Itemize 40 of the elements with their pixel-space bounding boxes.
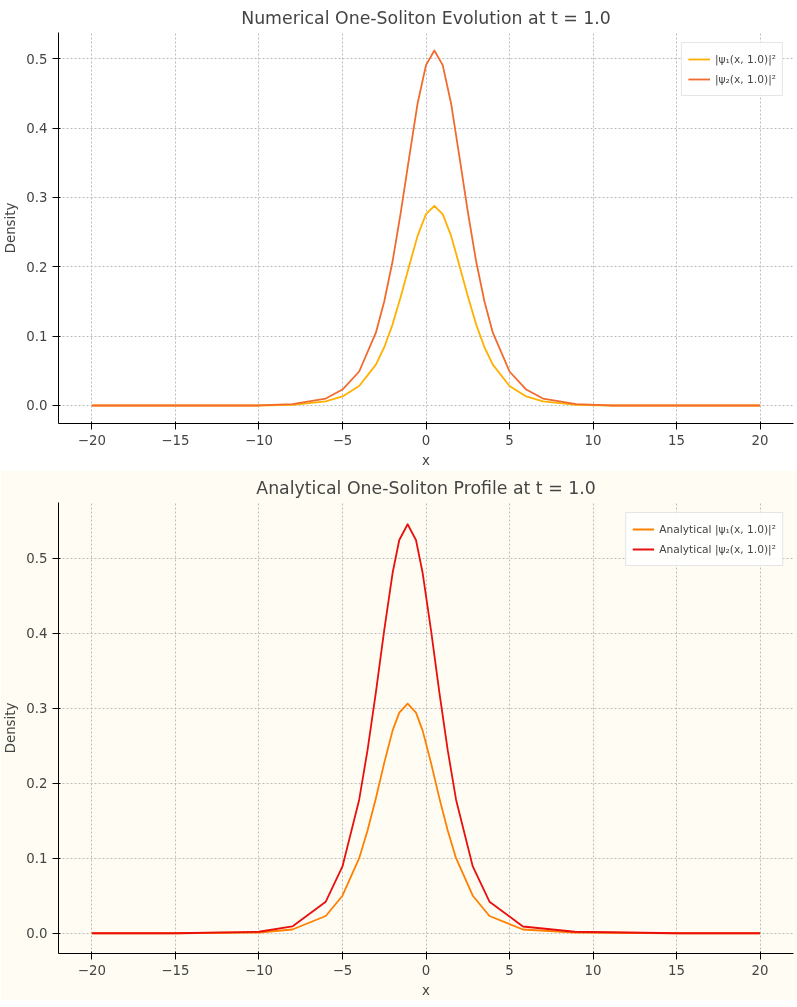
y-tick-label: 0.2	[26, 259, 48, 275]
x-tick-label: 20	[751, 962, 769, 978]
x-tick-label: −5	[332, 962, 353, 978]
x-tick-label: −15	[161, 962, 190, 978]
x-axis-title: x	[422, 452, 431, 468]
y-tick-label: 0.4	[26, 121, 48, 137]
legend-label: |ψ₁(x, 1.0)|²	[714, 52, 776, 66]
y-axis-title: Density	[3, 202, 19, 254]
legend-label: |ψ₂(x, 1.0)|²	[714, 72, 776, 86]
x-tick-label: 5	[505, 962, 514, 978]
y-tick-label: 0.1	[26, 851, 48, 867]
x-tick-label: −20	[77, 962, 106, 978]
x-tick-label: −10	[244, 962, 274, 978]
x-tick-label: −10	[244, 432, 274, 448]
y-tick-label: 0.1	[26, 329, 48, 345]
x-tick-label: 15	[668, 962, 686, 978]
y-tick-label: 0.0	[26, 926, 48, 942]
x-tick-label: 0	[421, 432, 431, 448]
x-tick-label: −15	[161, 432, 190, 448]
y-axis-title: Density	[3, 702, 19, 754]
y-tick-label: 0.5	[26, 551, 48, 567]
chart-title: Numerical One-Soliton Evolution at t = 1.0	[241, 7, 611, 28]
y-tick-label: 0.2	[26, 776, 48, 792]
x-tick-label: 0	[421, 962, 431, 978]
x-tick-label: −20	[77, 432, 106, 448]
y-tick-label: 0.3	[26, 701, 48, 717]
x-tick-label: −5	[332, 432, 353, 448]
x-tick-label: 10	[584, 432, 602, 448]
x-axis-title: x	[422, 982, 431, 998]
x-tick-label: 5	[505, 432, 514, 448]
y-tick-label: 0.0	[26, 398, 48, 414]
chart-title: Analytical One-Soliton Profile at t = 1.0	[256, 477, 596, 498]
legend-label: Analytical |ψ₁(x, 1.0)|²	[659, 522, 776, 536]
x-tick-label: 20	[751, 432, 769, 448]
x-tick-label: 15	[668, 432, 686, 448]
legend-label: Analytical |ψ₂(x, 1.0)|²	[659, 542, 776, 556]
y-tick-label: 0.5	[26, 51, 48, 67]
x-tick-label: 10	[584, 962, 602, 978]
y-tick-label: 0.4	[26, 626, 48, 642]
y-tick-label: 0.3	[26, 190, 48, 206]
